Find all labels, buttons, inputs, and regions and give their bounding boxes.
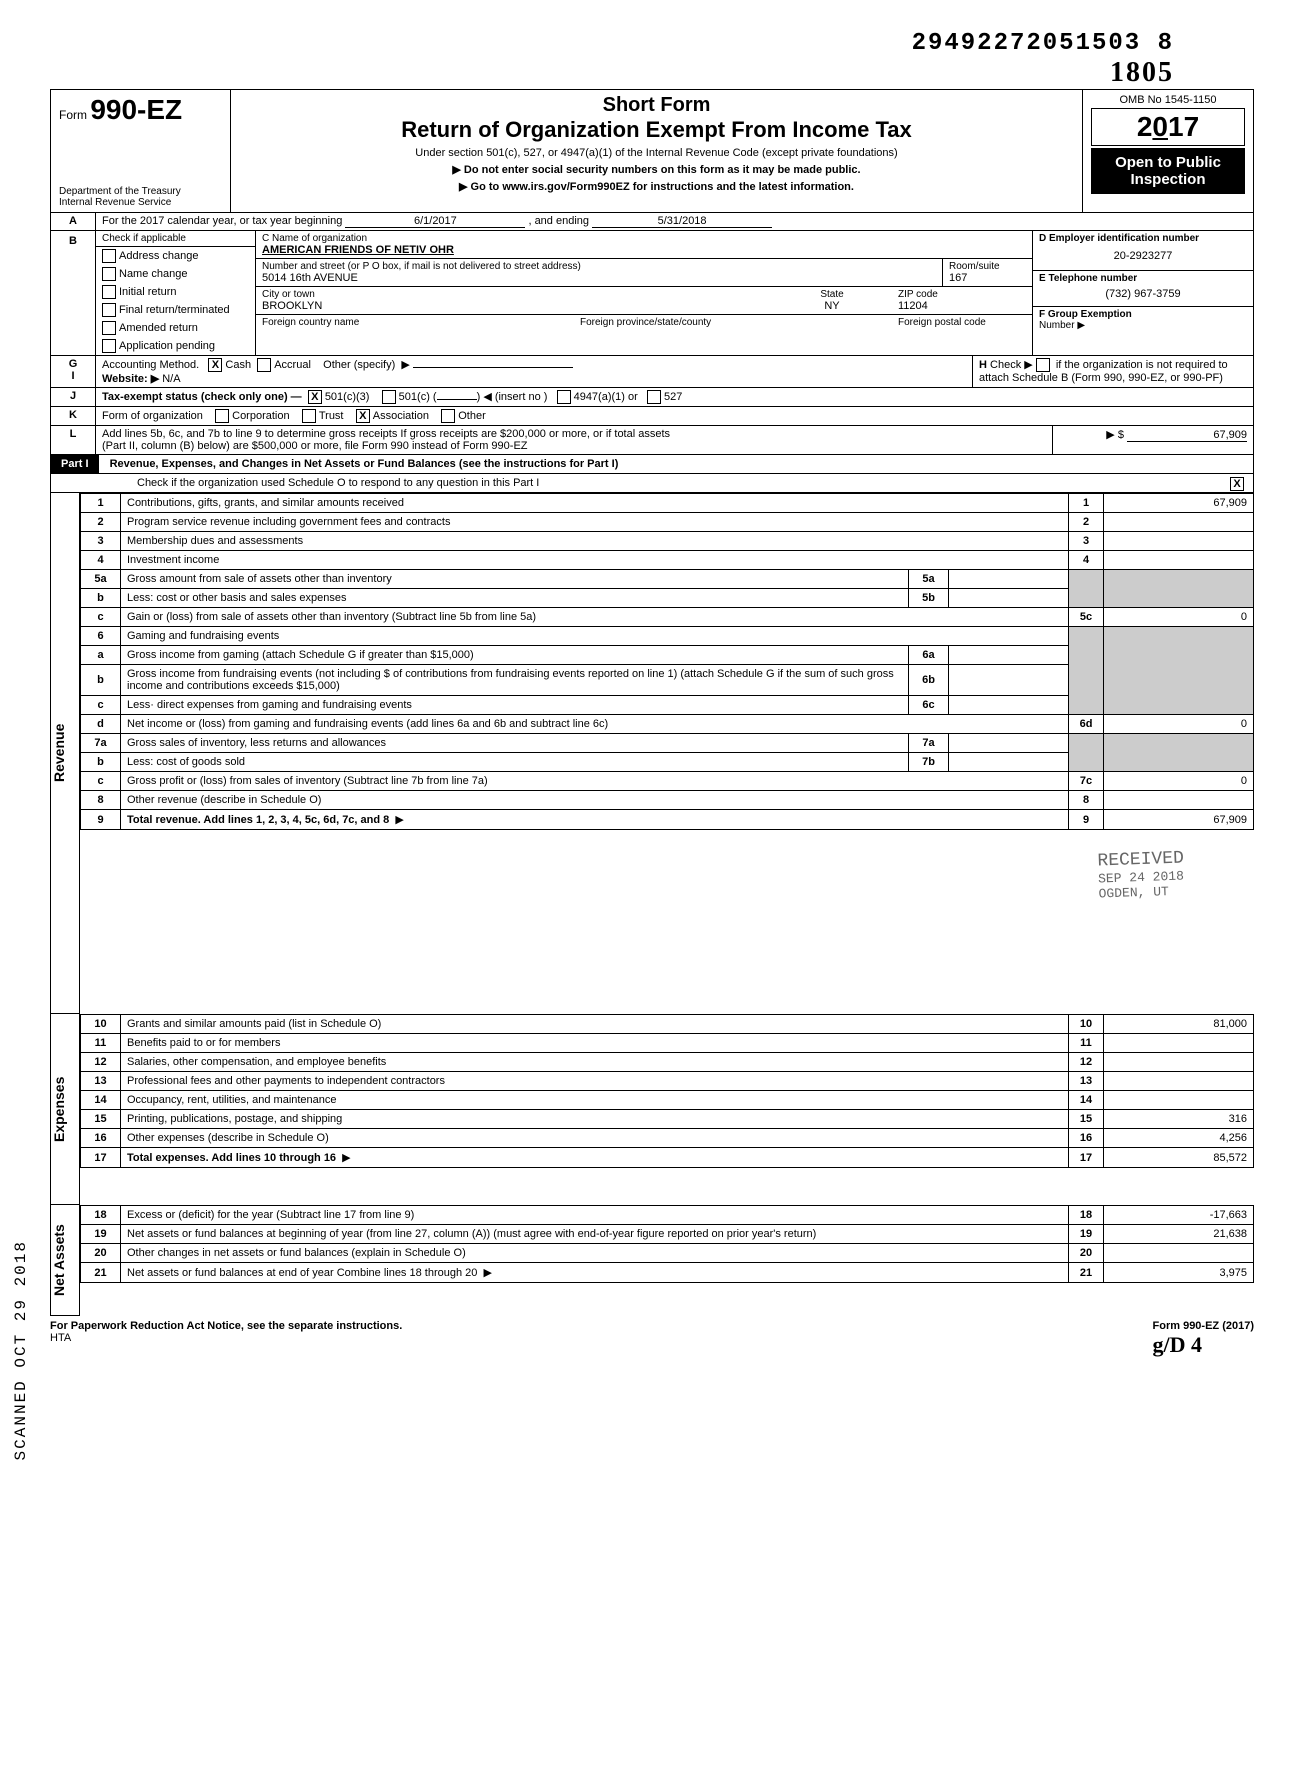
- org-state: NY: [778, 300, 886, 312]
- checkbox-association[interactable]: [356, 409, 370, 423]
- line-a: A For the 2017 calendar year, or tax yea…: [50, 213, 1254, 231]
- checkbox-accrual[interactable]: [257, 358, 271, 372]
- checkbox-name-change[interactable]: [102, 267, 116, 281]
- line-6d-amount: 0: [1104, 715, 1254, 734]
- omb-number: OMB No 1545-1150: [1091, 94, 1245, 106]
- checkbox-corporation[interactable]: [215, 409, 229, 423]
- form-title-long: Return of Organization Exempt From Incom…: [239, 117, 1074, 143]
- website: N/A: [162, 373, 180, 385]
- received-stamp: RECEIVED SEP 24 2018 OGDEN, UT: [1097, 849, 1185, 902]
- line-j: J Tax-exempt status (check only one) — 5…: [50, 388, 1254, 407]
- checkbox-501c3[interactable]: [308, 390, 322, 404]
- line-17-amount: 85,572: [1104, 1148, 1254, 1168]
- form-title-short: Short Form: [239, 94, 1074, 117]
- line-g-h: GI Accounting Method. Cash Accrual Other…: [50, 356, 1254, 388]
- checkbox-schedule-b[interactable]: [1036, 358, 1050, 372]
- line-15-amount: 316: [1104, 1110, 1254, 1129]
- checkbox-application-pending[interactable]: [102, 339, 116, 353]
- document-number: 29492272051503 8 1805: [50, 30, 1254, 89]
- line-5c-amount: 0: [1104, 608, 1254, 627]
- org-city: BROOKLYN: [262, 300, 766, 312]
- line-1-amount: 67,909: [1104, 494, 1254, 513]
- checkbox-initial-return[interactable]: [102, 285, 116, 299]
- netassets-side-label: Net Assets: [50, 1205, 80, 1316]
- page-footer: For Paperwork Reduction Act Notice, see …: [50, 1320, 1254, 1358]
- header-block-bcdef: B Check if applicable Address change Nam…: [50, 231, 1254, 356]
- handwritten-number: 1805: [1110, 57, 1174, 88]
- tax-year: 20201717: [1091, 108, 1245, 146]
- org-name: AMERICAN FRIENDS OF NETIV OHR: [262, 244, 1026, 256]
- expenses-side-label: Expenses: [50, 1014, 80, 1205]
- line-18-amount: -17,663: [1104, 1206, 1254, 1225]
- netassets-table: 18Excess or (deficit) for the year (Subt…: [80, 1205, 1254, 1283]
- telephone: (732) 967-3759: [1039, 284, 1247, 304]
- gross-receipts: 67,909: [1127, 429, 1247, 442]
- checkbox-cash[interactable]: [208, 358, 222, 372]
- line-9-amount: 67,909: [1104, 810, 1254, 830]
- line-l: L Add lines 5b, 6c, and 7b to line 9 to …: [50, 426, 1254, 455]
- line-10-amount: 81,000: [1104, 1015, 1254, 1034]
- part1-checkline: Check if the organization used Schedule …: [50, 474, 1254, 493]
- checkbox-527[interactable]: [647, 390, 661, 404]
- checkbox-amended-return[interactable]: [102, 321, 116, 335]
- line-19-amount: 21,638: [1104, 1225, 1254, 1244]
- ein: 20-2923277: [1039, 244, 1247, 268]
- open-to-public: Open to Public Inspection: [1091, 148, 1245, 194]
- org-zip: 11204: [898, 300, 1026, 312]
- line-16-amount: 4,256: [1104, 1129, 1254, 1148]
- checkbox-address-change[interactable]: [102, 249, 116, 263]
- revenue-side-label: Revenue: [50, 493, 80, 1014]
- checkbox-4947a1[interactable]: [557, 390, 571, 404]
- checkbox-final-return[interactable]: [102, 303, 116, 317]
- org-room: 167: [949, 272, 1026, 284]
- checkbox-other-org[interactable]: [441, 409, 455, 423]
- part1-header: Part I Revenue, Expenses, and Changes in…: [50, 455, 1254, 474]
- line-k: K Form of organization Corporation Trust…: [50, 407, 1254, 426]
- line-21-amount: 3,975: [1104, 1263, 1254, 1283]
- form-header: Form 990-EZ Department of the Treasury I…: [50, 89, 1254, 213]
- handwritten-bottom: g/D 4: [1153, 1332, 1203, 1357]
- org-street: 5014 16th AVENUE: [262, 272, 936, 284]
- expenses-table: 10Grants and similar amounts paid (list …: [80, 1014, 1254, 1168]
- revenue-table: 1Contributions, gifts, grants, and simil…: [80, 493, 1254, 830]
- checkbox-trust[interactable]: [302, 409, 316, 423]
- checkbox-schedule-o[interactable]: [1230, 477, 1244, 491]
- checkbox-501c[interactable]: [382, 390, 396, 404]
- scanned-stamp: SCANNED OCT 29 2018: [12, 1240, 30, 1460]
- line-7c-amount: 0: [1104, 772, 1254, 791]
